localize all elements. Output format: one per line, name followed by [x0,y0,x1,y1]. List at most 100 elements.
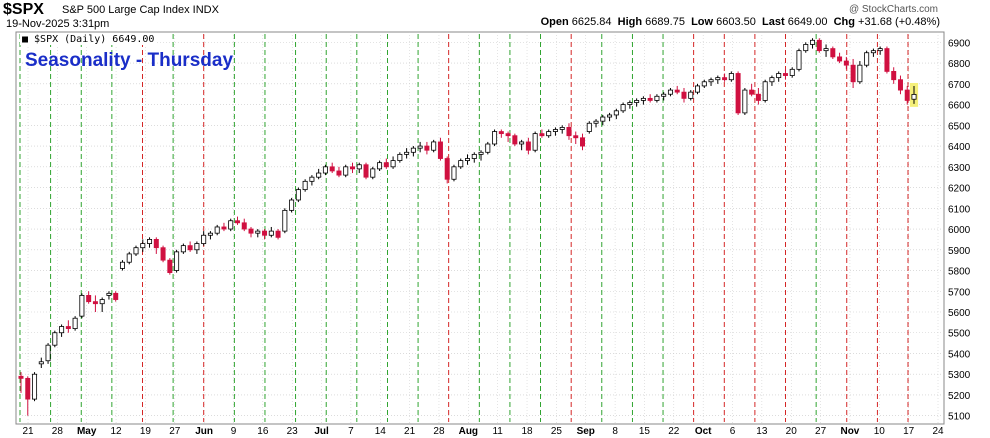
candle-body [688,91,694,99]
y-tick-label: 5400 [948,349,971,360]
candle-body [194,243,200,251]
candle-body [431,141,437,151]
candle-body [776,73,782,79]
candle-body [370,168,376,178]
candle-body [458,160,464,168]
candle-body [356,164,362,170]
chg-label: Chg [833,16,855,28]
candle-body [147,239,153,244]
x-tick-label: 28 [433,426,445,437]
candle-body [160,247,166,261]
candle-body [715,77,721,81]
candle-body [228,220,234,230]
candle-body [180,245,186,253]
candle-body [539,133,545,137]
x-tick-label: 20 [786,426,798,437]
candle-body [762,81,768,101]
candle-body [891,71,897,81]
candle-body [410,147,416,153]
candle-body [38,361,44,365]
x-tick-label: Jun [195,426,213,437]
candle-body [106,292,112,296]
candle-body [647,97,653,101]
candle-body [904,89,910,101]
candle-body [275,230,281,238]
brand-label: @ StockCharts.com [848,4,938,15]
y-tick-label: 5600 [948,308,971,319]
candle-body [336,170,342,176]
candle-body [119,261,125,269]
chg-value: +31.68 (+0.48%) [858,16,940,28]
candle-body [59,326,65,334]
candle-body [600,116,606,122]
candle-body [363,164,369,178]
x-tick-label: 27 [169,426,181,437]
candle-body [65,326,71,329]
candle-body [397,153,403,161]
y-tick-label: 6500 [948,121,971,132]
candle-body [302,180,308,191]
candle-body [525,141,531,151]
candle-body [140,243,146,249]
candle-body [857,64,863,83]
candle-body [437,141,443,159]
high-label: High [617,16,643,28]
candle-body [322,166,328,174]
index-name: S&P 500 Large Cap Index INDX [62,4,219,16]
low-label: Low [691,16,714,28]
x-tick-label: 10 [874,426,886,437]
series-legend: ■ $SPX (Daily) 6649.00 [20,34,157,45]
candle-body [654,95,660,101]
open-value: 6625.84 [571,16,612,28]
candle-body [404,151,410,155]
candle-body [674,89,680,93]
candle-body [390,160,396,168]
candle-body [417,145,423,149]
candle-body [850,64,856,83]
candle-body [383,162,389,168]
candle-body [586,122,592,132]
candle-body [681,91,687,99]
candle-body [607,114,613,118]
high-value: 6689.75 [645,16,685,28]
open-label: Open [540,16,569,28]
candle-body [620,104,626,112]
x-tick-label: May [77,426,97,437]
candle-body [897,79,903,91]
y-tick-label: 6200 [948,184,971,195]
candle-body [796,50,802,70]
x-tick-label: 19 [140,426,152,437]
y-tick-label: 5900 [948,246,971,257]
candle-body [722,77,728,81]
candle-body [911,94,917,100]
x-tick-label: 24 [932,426,944,437]
candle-body [248,228,254,234]
candle-body [749,89,755,95]
x-tick-label: 18 [521,426,533,437]
y-tick-label: 5100 [948,412,971,423]
x-tick-label: 22 [668,426,680,437]
chart-symbol: $SPX [3,1,44,18]
candle-body [187,245,193,251]
candle-body [701,81,707,87]
x-tick-label: 14 [375,426,387,437]
candle-body [837,56,843,62]
y-tick-label: 6900 [948,38,971,49]
x-tick-label: Jul [314,426,329,437]
x-tick-label: 7 [348,426,354,437]
x-tick-label: 16 [257,426,269,437]
x-tick-label: 21 [22,426,34,437]
y-tick-label: 6300 [948,163,971,174]
x-tick-label: Oct [695,426,712,437]
candle-body [546,131,552,137]
candle-body [471,153,477,159]
x-tick-label: 6 [730,426,736,437]
x-tick-label: 11 [492,426,503,437]
low-value: 6603.50 [716,16,756,28]
candle-body [25,377,31,400]
x-tick-label: 15 [639,426,651,437]
candle-body [349,166,355,170]
candle-body [18,375,24,379]
y-tick-label: 5500 [948,329,971,340]
candle-body [316,172,322,178]
